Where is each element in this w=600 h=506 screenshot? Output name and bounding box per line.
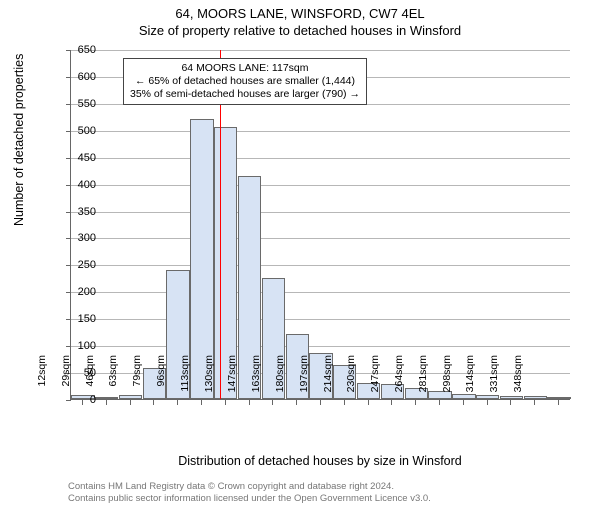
x-tick-label: 12sqm	[36, 355, 48, 405]
x-tick-label: 130sqm	[203, 355, 215, 405]
x-tick-label: 348sqm	[512, 355, 524, 405]
x-tick-label: 247sqm	[369, 355, 381, 405]
y-tick-label: 350	[56, 206, 96, 218]
annotation-line: 64 MOORS LANE: 117sqm	[130, 62, 360, 75]
x-tick-mark	[558, 400, 559, 405]
x-tick-label: 314sqm	[464, 355, 476, 405]
x-tick-label: 96sqm	[155, 355, 167, 405]
y-gridline	[71, 131, 570, 132]
annotation-line: ← 65% of detached houses are smaller (1,…	[130, 75, 360, 88]
y-gridline	[71, 346, 570, 347]
y-gridline	[71, 158, 570, 159]
y-tick-label: 100	[56, 340, 96, 352]
y-gridline	[71, 292, 570, 293]
plot-region: 64 MOORS LANE: 117sqm← 65% of detached h…	[70, 50, 570, 400]
x-tick-mark	[534, 400, 535, 405]
x-tick-label: 147sqm	[226, 355, 238, 405]
y-tick-label: 250	[56, 259, 96, 271]
y-tick-label: 300	[56, 232, 96, 244]
page-title-line1: 64, MOORS LANE, WINSFORD, CW7 4EL	[0, 6, 600, 21]
y-tick-label: 0	[56, 394, 96, 406]
y-gridline	[71, 50, 570, 51]
x-tick-label: 331sqm	[488, 355, 500, 405]
x-tick-mark	[320, 400, 321, 405]
x-tick-label: 197sqm	[298, 355, 310, 405]
y-tick-label: 50	[56, 367, 96, 379]
x-tick-label: 113sqm	[179, 355, 191, 405]
y-axis-label: Number of detached properties	[12, 54, 26, 226]
x-tick-label: 63sqm	[107, 355, 119, 405]
y-tick-label: 150	[56, 313, 96, 325]
annotation-line: 35% of semi-detached houses are larger (…	[130, 88, 360, 101]
histogram-bar	[547, 397, 570, 399]
y-tick-label: 550	[56, 98, 96, 110]
x-tick-label: 230sqm	[345, 355, 357, 405]
y-tick-label: 500	[56, 125, 96, 137]
x-tick-label: 264sqm	[393, 355, 405, 405]
y-gridline	[71, 319, 570, 320]
x-tick-label: 79sqm	[131, 355, 143, 405]
x-tick-label: 214sqm	[322, 355, 334, 405]
y-tick-label: 200	[56, 286, 96, 298]
histogram-bar	[524, 396, 547, 399]
y-tick-label: 450	[56, 152, 96, 164]
x-tick-label: 281sqm	[417, 355, 429, 405]
y-gridline	[71, 238, 570, 239]
y-tick-label: 650	[56, 44, 96, 56]
footer-attribution: Contains HM Land Registry data © Crown c…	[68, 481, 431, 504]
y-gridline	[71, 212, 570, 213]
y-tick-label: 600	[56, 71, 96, 83]
footer-line2: Contains public sector information licen…	[68, 493, 431, 504]
x-axis-label: Distribution of detached houses by size …	[70, 454, 570, 468]
annotation-box: 64 MOORS LANE: 117sqm← 65% of detached h…	[123, 58, 367, 105]
chart-area: 64 MOORS LANE: 117sqm← 65% of detached h…	[70, 50, 570, 430]
x-tick-label: 163sqm	[250, 355, 262, 405]
footer-line1: Contains HM Land Registry data © Crown c…	[68, 481, 431, 492]
y-gridline	[71, 265, 570, 266]
x-tick-label: 298sqm	[441, 355, 453, 405]
x-tick-mark	[201, 400, 202, 405]
page-title-line2: Size of property relative to detached ho…	[0, 23, 600, 38]
y-tick-label: 400	[56, 179, 96, 191]
x-tick-mark	[177, 400, 178, 405]
x-tick-mark	[439, 400, 440, 405]
y-gridline	[71, 185, 570, 186]
x-tick-label: 180sqm	[274, 355, 286, 405]
